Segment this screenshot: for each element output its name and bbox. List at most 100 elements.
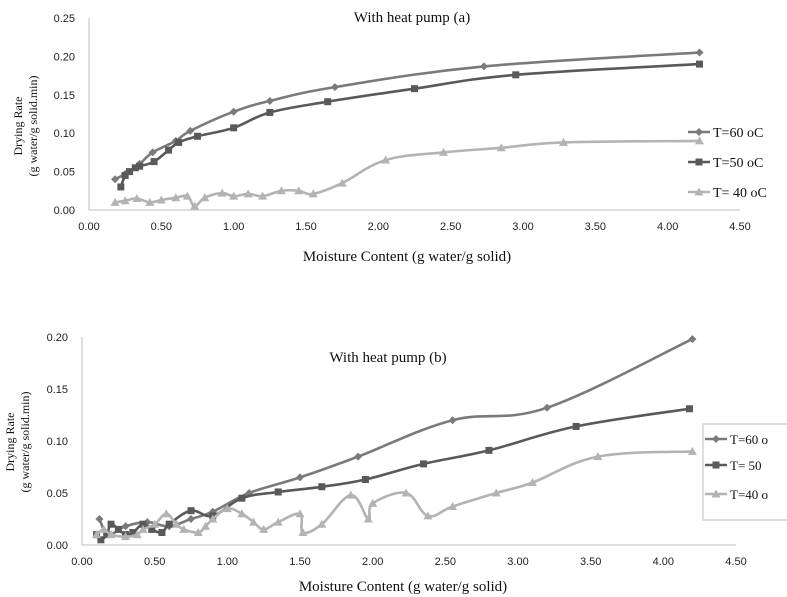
chart-b-data-point	[491, 488, 501, 497]
chart-a-data-point	[150, 158, 158, 166]
chart-b-data-point	[298, 528, 308, 537]
chart-b-y-tick-label: 0.20	[47, 332, 68, 344]
chart-b-ylabel: Drying Rate (g water/g solid.min)	[3, 392, 32, 493]
chart-a-data-point	[243, 189, 253, 198]
chart-a-data-point	[330, 83, 339, 92]
chart-a-data-point	[126, 168, 134, 176]
chart-b-data-point	[193, 528, 203, 537]
chart-b-data-point	[273, 517, 283, 526]
chart-b-legend: T=60 o T= 50 T=40 o	[705, 432, 768, 502]
chart-a-data-point	[229, 191, 239, 200]
chart-b-data-point	[354, 452, 363, 461]
chart-a-y-tick-label: 0.05	[54, 167, 75, 179]
chart-b-x-tick-label: 4.50	[725, 556, 746, 568]
chart-a-data-point	[190, 201, 200, 210]
chart-b-data-point	[685, 405, 693, 413]
chart-a-data-point	[411, 85, 418, 93]
chart-a-x-tick-label: 3.00	[512, 221, 533, 233]
chart-b-data-point	[139, 520, 147, 528]
chart-b-data-point	[237, 509, 247, 518]
chart-a-data-point	[230, 124, 238, 132]
chart-b-legend-item: T=40 o	[705, 487, 768, 502]
chart-b-y-tick-label: 0.15	[47, 384, 68, 396]
chart-b-data-point	[687, 446, 697, 455]
chart-a-legend-item: T= 40 oC	[688, 186, 767, 201]
chart-a-data-point	[337, 178, 347, 187]
chart-a-legend-label: T=50 oC	[713, 156, 763, 171]
chart-b-data-point	[420, 460, 428, 468]
chart-b-data-point	[317, 519, 327, 528]
chart-a-legend-label: T= 40 oC	[713, 186, 767, 201]
chart-a-x-tick-label: 2.00	[368, 221, 389, 233]
chart-a-data-point	[266, 108, 274, 116]
chart-a-legend-marker	[695, 158, 703, 166]
chart-a-x-tick-label: 1.50	[295, 221, 316, 233]
chart-a-data-point	[496, 143, 506, 152]
chart-a-data-point	[136, 162, 144, 170]
chart-a-data-point	[182, 191, 192, 200]
chart-b-x-tick-label: 0.50	[144, 556, 165, 568]
chart-a-y-tick-label: 0.20	[54, 51, 75, 63]
chart-a-data-point	[324, 98, 332, 106]
chart-b-data-point	[448, 502, 458, 511]
chart-a-x-tick-label: 3.50	[585, 221, 606, 233]
chart-a-data-point	[132, 193, 142, 202]
chart-b-x-tick-label: 1.00	[217, 556, 238, 568]
chart-b-series-2	[92, 446, 697, 541]
chart-b-y-tick-label: 0.00	[47, 540, 68, 552]
chart-a-y-tick-label: 0.25	[54, 13, 75, 25]
chart-b-data-point	[572, 422, 580, 430]
chart-b-data-point	[95, 515, 104, 523]
chart-a-data-point	[145, 197, 155, 206]
chart-b-x-tick-label: 0.00	[71, 556, 92, 568]
chart-b-ticks: 0.00 0.50 1.00 1.50 2.00 2.50 3.00 3.50 4.00 4.50…	[47, 332, 747, 568]
chart-b-data-point	[485, 446, 493, 454]
chart-b-data-point	[132, 530, 142, 539]
chart-b-data-point	[423, 511, 433, 520]
chart-a-x-tick-label: 1.00	[223, 221, 244, 233]
chart-a-series-line	[114, 139, 700, 208]
chart-b-data-point	[99, 524, 109, 533]
chart-b-data-point	[97, 536, 105, 544]
chart-b-data-point	[528, 478, 538, 487]
chart-b-data-point	[138, 524, 148, 533]
chart-b-xlabel: Moisture Content (g water/g solid)	[299, 579, 507, 595]
chart-a-y-tick-label: 0.15	[54, 90, 75, 102]
chart-a-data-point	[294, 186, 304, 195]
chart-b-ylabel-line2: (g water/g solid.min)	[18, 392, 32, 493]
chart-b-x-tick-label: 3.50	[580, 556, 601, 568]
chart-a-data-point	[381, 155, 391, 164]
chart-a-data-point	[512, 71, 520, 79]
chart-b-series-line	[98, 337, 693, 537]
chart-a-data-point	[111, 175, 120, 184]
chart-a-data-point	[265, 96, 274, 105]
chart-b-data-point	[121, 522, 130, 531]
chart-b-data-point	[107, 520, 115, 528]
chart-a-data-point	[156, 195, 166, 204]
chart-b-data-point	[543, 403, 552, 412]
chart-a-x-tick-label: 0.00	[78, 221, 99, 233]
chart-b-data-point	[208, 514, 218, 523]
chart-b-data-point	[187, 507, 195, 515]
chart-a-plot-area	[110, 48, 704, 210]
chart-a-data-point	[217, 188, 227, 197]
chart-a-xlabel: Moisture Content (g water/g solid)	[303, 249, 511, 265]
chart-a-legend: T=60 oC T=50 oC T= 40 oC	[688, 126, 767, 201]
chart-a-data-point	[695, 48, 704, 57]
chart-b-title: With heat pump (b)	[329, 350, 446, 366]
chart-b-data-point	[148, 525, 156, 533]
chart-a-x-tick-label: 4.50	[729, 221, 750, 233]
chart-b-x-tick-label: 2.50	[435, 556, 456, 568]
chart-b-data-point	[92, 530, 102, 539]
chart-a-data-point	[175, 138, 183, 146]
chart-b-data-point	[179, 524, 189, 533]
chart-b-data-point	[318, 483, 326, 491]
chart-a-data-point	[171, 193, 181, 202]
chart-a-x-tick-label: 2.50	[440, 221, 461, 233]
chart-a-data-point	[438, 147, 448, 156]
chart-b-data-point	[103, 531, 111, 539]
chart-b-ylabel-line1: Drying Rate	[3, 413, 17, 472]
chart-a-legend-marker	[694, 187, 704, 196]
chart-a-series-line	[119, 62, 700, 188]
chart-b-data-point	[150, 519, 160, 528]
